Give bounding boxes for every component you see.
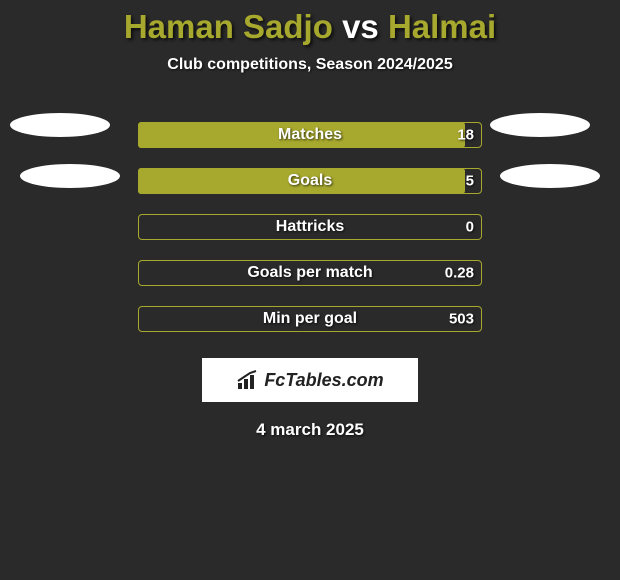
page-title: Haman Sadjo vs Halmai: [0, 0, 620, 46]
stat-bar: Hattricks 0: [138, 214, 482, 240]
stat-value: 0.28: [445, 265, 474, 282]
stat-row: Min per goal 503: [0, 296, 620, 342]
stat-label: Goals per match: [247, 264, 372, 282]
subtitle: Club competitions, Season 2024/2025: [0, 56, 620, 74]
chart-icon: [236, 369, 260, 391]
decorative-ellipse: [490, 113, 590, 137]
decorative-ellipse: [20, 164, 120, 188]
stat-bar: Goals 5: [138, 168, 482, 194]
stat-label: Min per goal: [263, 310, 357, 328]
stat-bar: Min per goal 503: [138, 306, 482, 332]
stat-value: 0: [466, 219, 474, 236]
stats-area: Matches 18 Goals 5 Hattricks 0 Goals per match…: [0, 112, 620, 342]
stat-bar: Goals per match 0.28: [138, 260, 482, 286]
decorative-ellipse: [10, 113, 110, 137]
date-text: 4 march 2025: [0, 420, 620, 440]
vs-text: vs: [342, 8, 379, 45]
stat-value: 5: [466, 173, 474, 190]
stat-label: Goals: [288, 172, 332, 190]
stat-value: 18: [457, 127, 474, 144]
player2-name: Halmai: [388, 8, 496, 45]
stat-label: Matches: [278, 126, 342, 144]
logo-box: FcTables.com: [202, 358, 418, 402]
player1-name: Haman Sadjo: [124, 8, 333, 45]
stat-label: Hattricks: [276, 218, 344, 236]
stat-row: Goals per match 0.28: [0, 250, 620, 296]
stat-bar: Matches 18: [138, 122, 482, 148]
stat-row: Hattricks 0: [0, 204, 620, 250]
stat-value: 503: [449, 311, 474, 328]
decorative-ellipse: [500, 164, 600, 188]
logo-text: FcTables.com: [264, 370, 383, 391]
